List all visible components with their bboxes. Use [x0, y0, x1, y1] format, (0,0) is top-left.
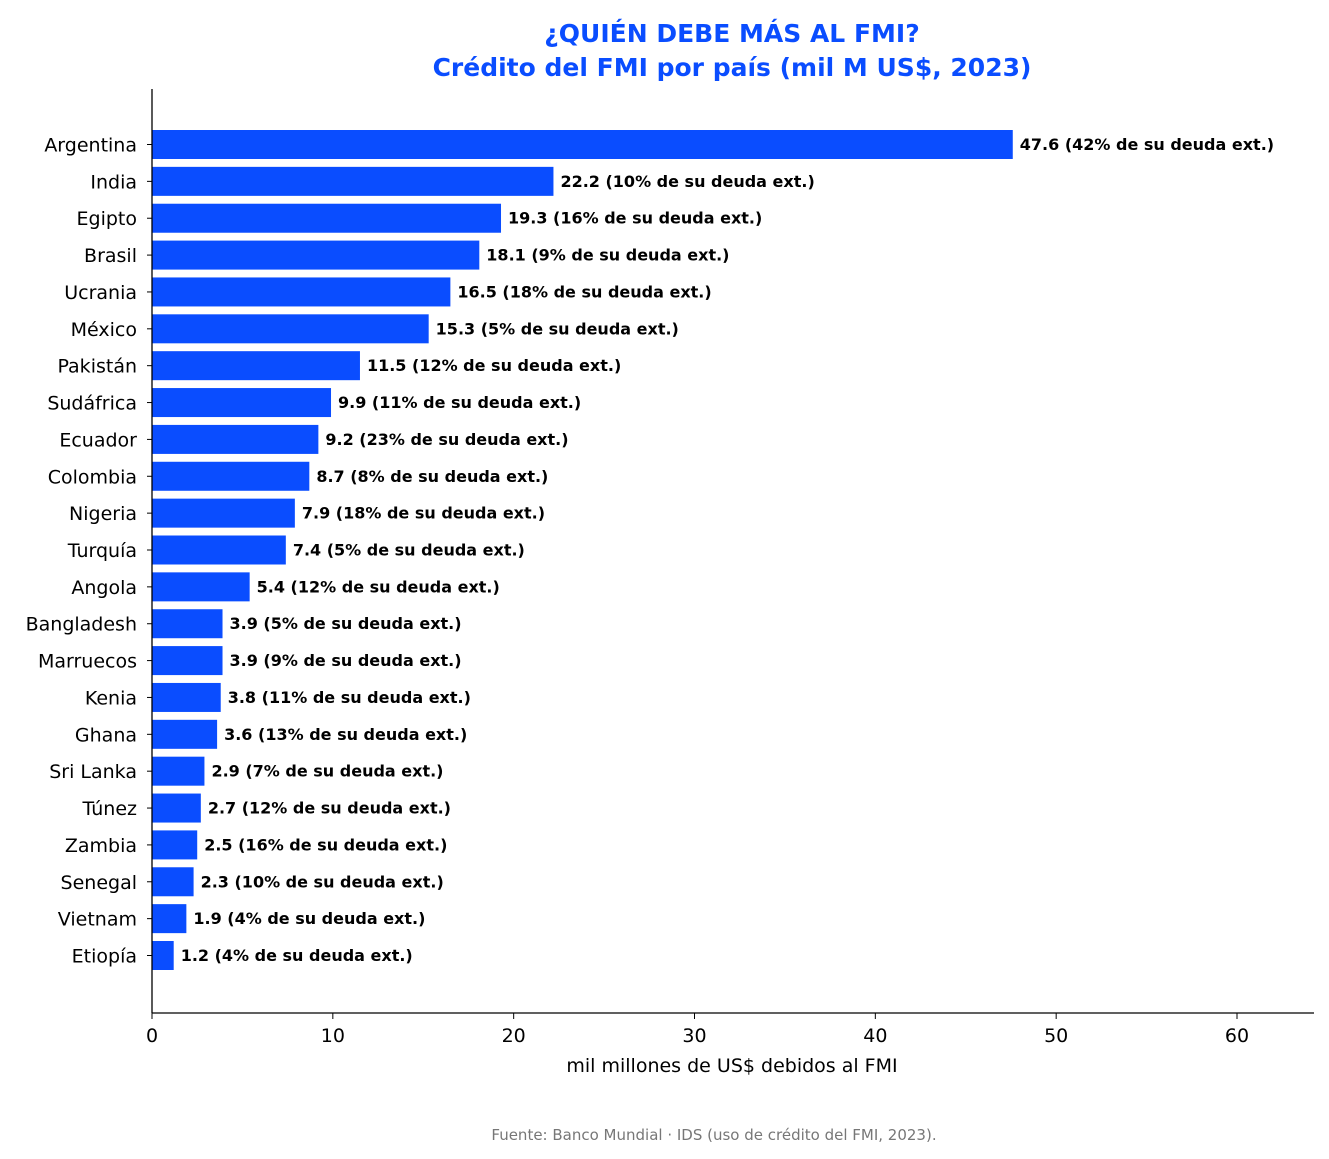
y-tick-label-19: Zambia	[65, 835, 137, 857]
bar-value-label-0: 47.6 (42% de su deuda ext.)	[1020, 135, 1274, 154]
y-tick-label-4: Ucrania	[64, 282, 137, 304]
y-tick-label-8: Ecuador	[59, 429, 137, 451]
bar-value-label-6: 11.5 (12% de su deuda ext.)	[367, 356, 621, 375]
y-tick-label-22: Etiopía	[72, 946, 137, 968]
x-tick-label-3: 30	[682, 1025, 706, 1047]
y-tick-label-16: Ghana	[75, 724, 137, 746]
y-tick-label-20: Senegal	[61, 872, 137, 894]
y-tick-label-15: Kenia	[85, 687, 137, 709]
y-tick-label-5: México	[71, 319, 137, 341]
bar-13	[152, 609, 223, 639]
y-tick-label-6: Pakistán	[57, 356, 137, 378]
bar-5	[152, 314, 429, 344]
bar-value-label-12: 5.4 (12% de su deuda ext.)	[257, 577, 500, 596]
bars-group: 47.6 (42% de su deuda ext.) 22.2 (10% de …	[152, 130, 1274, 970]
y-tick-label-2: Egipto	[77, 208, 137, 230]
y-tick-label-18: Túnez	[82, 798, 137, 820]
bar-value-label-8: 9.2 (23% de su deuda ext.)	[325, 430, 568, 449]
bar-value-label-9: 8.7 (8% de su deuda ext.)	[316, 467, 548, 486]
bar-7	[152, 388, 332, 418]
chart-subtitle: Crédito del FMI por país (mil M US$, 202…	[433, 53, 1032, 82]
y-tick-label-1: India	[90, 171, 137, 193]
bar-3	[152, 240, 480, 270]
bar-value-label-5: 15.3 (5% de su deuda ext.)	[436, 319, 679, 338]
x-tick-label-6: 60	[1225, 1025, 1249, 1047]
source-note: Fuente: Banco Mundial · IDS (uso de créd…	[491, 1126, 936, 1144]
bar-value-label-19: 2.5 (16% de su deuda ext.)	[204, 835, 447, 854]
bar-value-label-4: 16.5 (18% de su deuda ext.)	[457, 282, 711, 301]
bar-12	[152, 572, 250, 602]
bar-value-label-16: 3.6 (13% de su deuda ext.)	[224, 725, 467, 744]
bar-value-label-3: 18.1 (9% de su deuda ext.)	[486, 246, 729, 265]
bar-value-label-14: 3.9 (9% de su deuda ext.)	[230, 651, 462, 670]
y-tick-label-10: Nigeria	[69, 503, 137, 525]
bar-9	[152, 461, 310, 491]
bar-value-label-21: 1.9 (4% de su deuda ext.)	[193, 909, 425, 928]
bar-value-label-15: 3.8 (11% de su deuda ext.)	[228, 688, 471, 707]
bar-20	[152, 867, 194, 897]
bar-value-label-10: 7.9 (18% de su deuda ext.)	[302, 504, 545, 523]
bar-value-label-22: 1.2 (4% de su deuda ext.)	[181, 946, 413, 965]
bar-11	[152, 535, 286, 565]
bar-value-label-1: 22.2 (10% de su deuda ext.)	[560, 172, 814, 191]
x-tick-label-5: 50	[1044, 1025, 1068, 1047]
bar-19	[152, 830, 198, 860]
bar-value-label-11: 7.4 (5% de su deuda ext.)	[293, 541, 525, 560]
x-tick-label-1: 10	[321, 1025, 345, 1047]
y-tick-label-3: Brasil	[84, 245, 137, 267]
bar-0	[152, 130, 1013, 159]
bar-14	[152, 646, 223, 676]
y-tick-label-17: Sri Lanka	[49, 761, 137, 783]
bar-15	[152, 682, 221, 712]
bar-value-label-7: 9.9 (11% de su deuda ext.)	[338, 393, 581, 412]
y-tick-label-9: Colombia	[48, 466, 137, 488]
y-tick-label-0: Argentina	[44, 135, 137, 157]
bar-18	[152, 793, 201, 823]
bar-value-label-17: 2.9 (7% de su deuda ext.)	[211, 762, 443, 781]
chart-title: ¿QUIÉN DEBE MÁS AL FMI?	[544, 19, 919, 48]
x-tick-label-0: 0	[146, 1025, 158, 1047]
bar-21	[152, 904, 187, 934]
bar-value-label-20: 2.3 (10% de su deuda ext.)	[201, 872, 444, 891]
y-tick-label-11: Turquía	[67, 540, 137, 562]
bar-1	[152, 166, 554, 196]
bar-22	[152, 941, 174, 970]
y-tick-label-7: Sudáfrica	[47, 393, 137, 415]
y-tick-label-12: Angola	[71, 577, 137, 599]
bar-2	[152, 203, 502, 233]
bar-16	[152, 719, 218, 749]
bar-17	[152, 756, 205, 786]
bar-value-label-13: 3.9 (5% de su deuda ext.)	[230, 614, 462, 633]
x-axis-label: mil millones de US$ debidos al FMI	[566, 1055, 897, 1077]
x-tick-label-2: 20	[502, 1025, 526, 1047]
x-tick-label-4: 40	[863, 1025, 887, 1047]
y-tick-label-13: Bangladesh	[26, 614, 137, 636]
y-tick-label-14: Marruecos	[38, 651, 137, 673]
bar-8	[152, 424, 319, 454]
bar-6	[152, 351, 360, 381]
bar-10	[152, 498, 295, 528]
axes-group: Argentina India Egipto Brasil Ucrania México P…	[26, 89, 1314, 1047]
bar-value-label-2: 19.3 (16% de su deuda ext.)	[508, 209, 762, 228]
y-tick-label-21: Vietnam	[58, 909, 137, 931]
bar-4	[152, 277, 451, 307]
bar-value-label-18: 2.7 (12% de su deuda ext.)	[208, 799, 451, 818]
